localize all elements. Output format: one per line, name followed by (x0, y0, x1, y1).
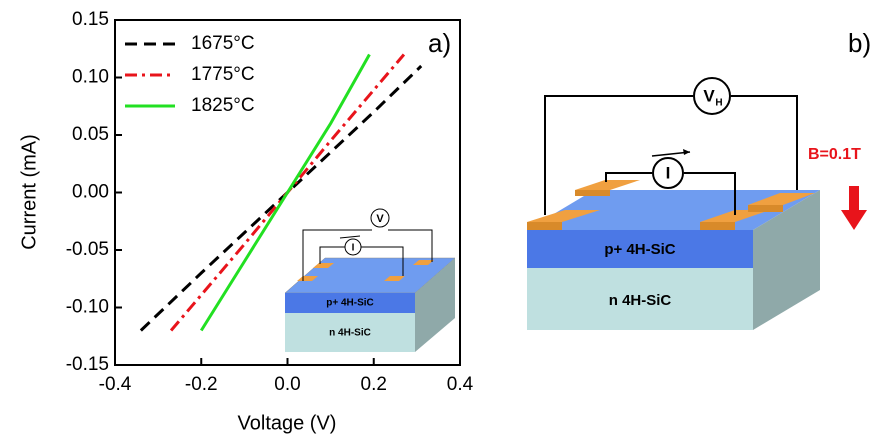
x-tick-label: 0.2 (361, 374, 387, 395)
y-tick-label: -0.10 (66, 297, 109, 318)
y-axis-label: Current (mA) (18, 134, 40, 250)
x-tick-label: 0.0 (274, 374, 300, 395)
inset-ammeter: I (352, 243, 355, 254)
x-tick-label: 0.4 (447, 374, 474, 395)
panel-b-diagram: b) V H I p+ 4H-SiC n 4H-SiC B=0.1T (527, 28, 871, 330)
y-tick-label: -0.15 (66, 354, 109, 375)
x-tick-label: -0.2 (185, 374, 218, 395)
panel-label: b) (848, 28, 871, 58)
p-layer-label: p+ 4H-SiC (604, 241, 675, 258)
x-axis-label: Voltage (V) (238, 412, 337, 434)
inset-n-layer: n 4H-SiC (329, 328, 371, 339)
field-label: B=0.1T (808, 146, 861, 163)
y-tick-label: 0.10 (72, 67, 109, 88)
y-tick-label: -0.05 (66, 239, 109, 260)
inset-voltmeter: V (376, 213, 384, 225)
legend-label: 1825°C (191, 95, 255, 116)
n-layer-label: n 4H-SiC (609, 292, 672, 309)
figure: a) Voltage (V) Current (mA) V I p+ 4H-Si… (0, 0, 888, 441)
x-tick-label: -0.4 (99, 374, 132, 395)
legend-label: 1675°C (191, 33, 255, 54)
y-tick-label: 0.15 (72, 9, 109, 30)
y-tick-label: 0.05 (72, 124, 109, 145)
ammeter-label: I (666, 163, 671, 182)
voltmeter-label: V (703, 86, 715, 105)
inset-p-layer: p+ 4H-SiC (326, 298, 374, 309)
panel-label: a) (428, 28, 451, 58)
y-tick-label: 0.00 (72, 182, 109, 203)
inset-diagram: V I p+ 4H-SiC n 4H-SiC (285, 209, 455, 352)
voltmeter-subscript: H (715, 98, 722, 109)
legend-label: 1775°C (191, 64, 255, 85)
